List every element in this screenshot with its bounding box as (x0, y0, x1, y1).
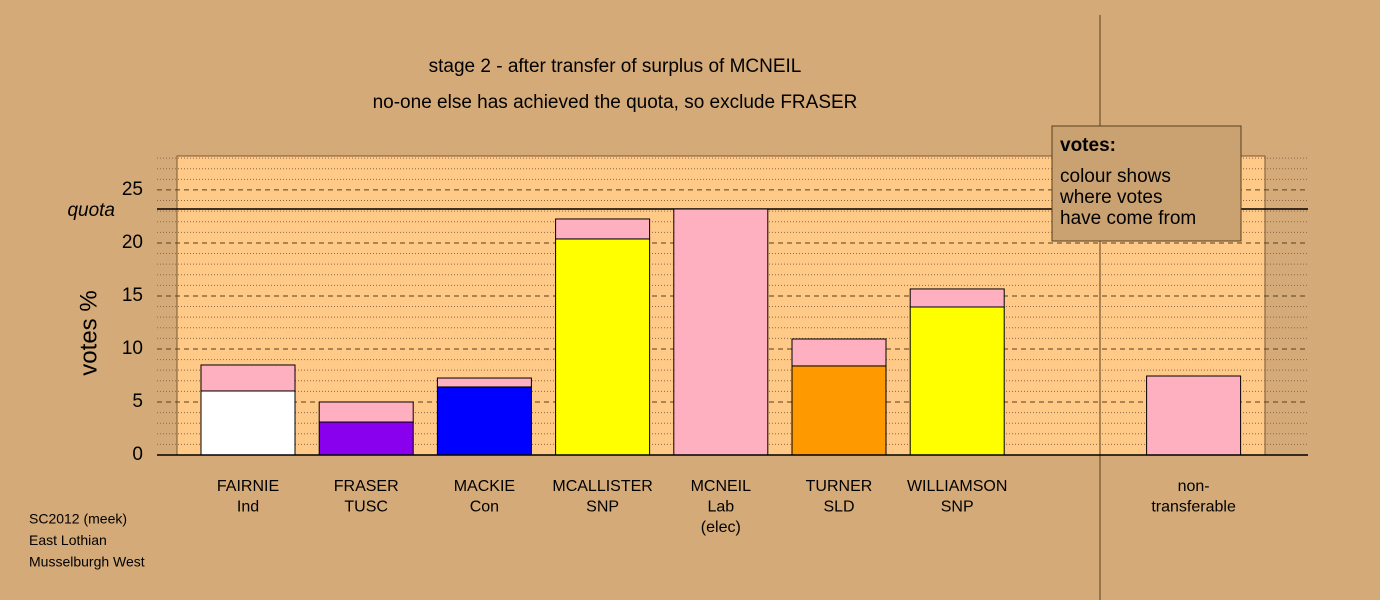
bar-segment (200, 390, 296, 456)
x-tick-label: FAIRNIE (217, 478, 279, 495)
y-tick-label: 10 (122, 338, 143, 359)
legend-text: where votes (1059, 187, 1162, 208)
bar-segment (318, 421, 414, 456)
y-tick-label: 0 (132, 444, 143, 465)
y-tick-label: 20 (122, 232, 143, 253)
x-tick-label: WILLIAMSON (907, 478, 1007, 495)
x-tick-label: MACKIE (454, 478, 515, 495)
bar-segment (436, 377, 532, 388)
bar-segment (791, 365, 887, 456)
chart-title: stage 2 - after transfer of surplus of M… (429, 56, 802, 77)
x-tick-label: TUSC (344, 499, 388, 516)
y-tick-label: 5 (132, 391, 143, 412)
bar-segment (436, 386, 532, 456)
legend-title: votes: (1060, 135, 1116, 156)
y-tick-label: 15 (122, 285, 143, 306)
chart-subtitle: no-one else has achieved the quota, so e… (373, 92, 858, 113)
legend-box (1051, 125, 1242, 242)
bar-segment (909, 306, 1005, 456)
bar-segment (200, 364, 296, 392)
x-tick-label: MCALLISTER (552, 478, 652, 495)
x-tick-label: Ind (237, 499, 259, 516)
note: Musselburgh West (29, 554, 145, 570)
x-tick-label: SNP (941, 499, 974, 516)
legend-text: colour shows (1060, 166, 1171, 187)
y-axis-label: votes % (75, 290, 102, 375)
x-tick-label: FRASER (334, 478, 399, 495)
x-tick-label: SLD (823, 499, 854, 516)
bar-segment (1146, 375, 1242, 456)
bar-segment (555, 218, 651, 240)
x-tick-label: SNP (586, 499, 619, 516)
bar-segment (909, 288, 1005, 308)
y-tick-label: 25 (122, 179, 143, 200)
quota-label: quota (67, 200, 115, 221)
x-tick-label: non- (1178, 478, 1210, 495)
bar-segment (791, 338, 887, 367)
bar-segment (555, 238, 651, 456)
x-tick-label: MCNEIL (691, 478, 752, 495)
bar-segment (318, 401, 414, 423)
note: East Lothian (29, 532, 107, 548)
x-tick-label: Con (470, 499, 499, 516)
x-tick-label: TURNER (806, 478, 873, 495)
note: SC2012 (meek) (29, 511, 127, 527)
x-tick-label: Lab (707, 499, 734, 516)
legend-text: have come from (1060, 208, 1196, 229)
bar-segment (673, 208, 769, 456)
x-tick-label: transferable (1151, 499, 1236, 516)
x-tick-label: (elec) (701, 519, 741, 536)
